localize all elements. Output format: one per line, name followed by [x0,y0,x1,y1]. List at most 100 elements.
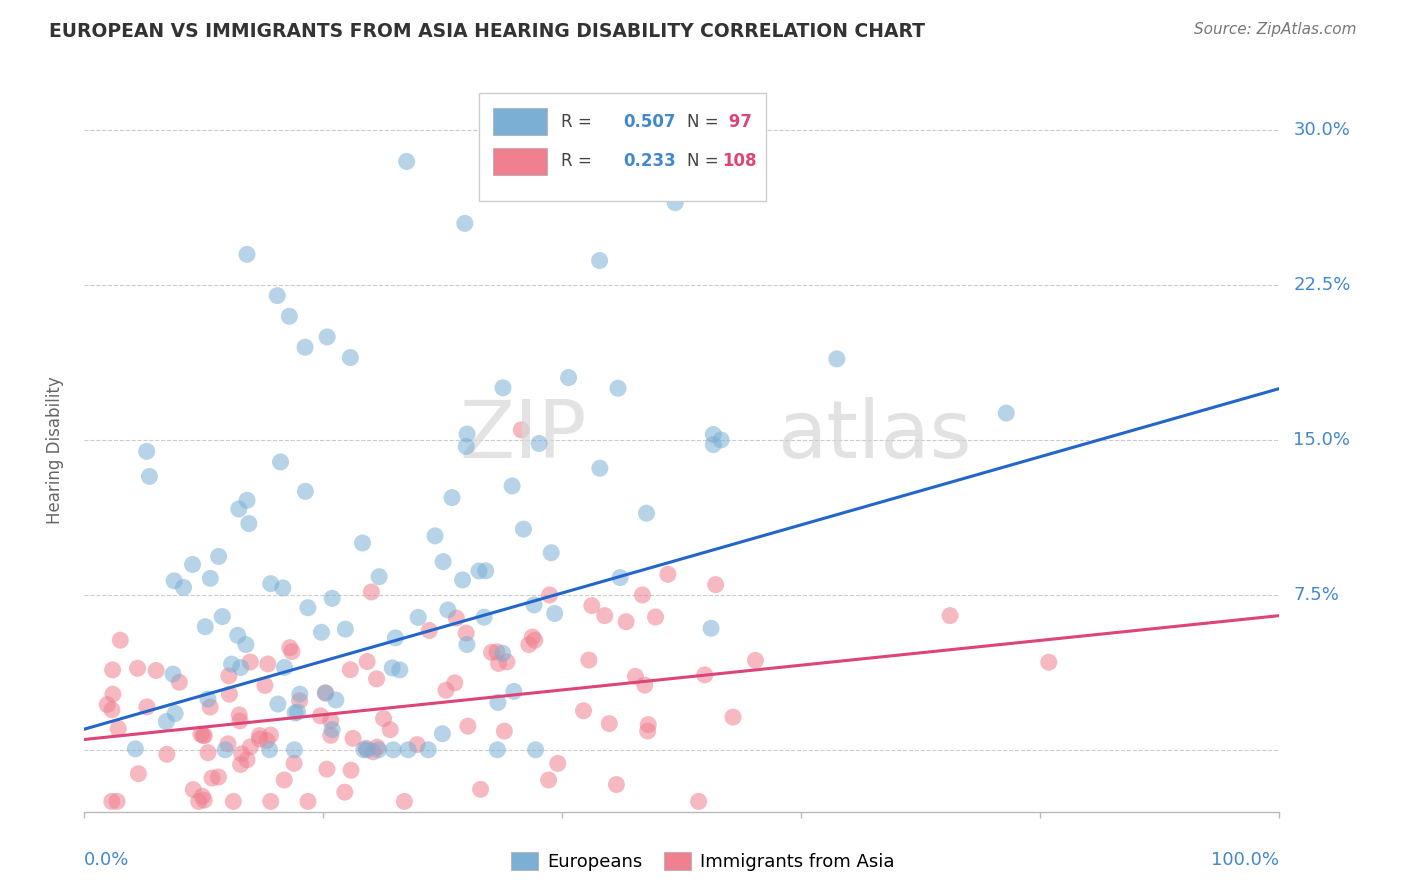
Point [557,370,579,384]
Point [321,723,343,737]
Point [710,433,733,447]
Point [214,743,236,757]
Point [211,609,233,624]
Point [527,436,550,450]
Text: 0.233: 0.233 [623,153,676,170]
Point [354,741,377,756]
Point [598,716,620,731]
Point [319,714,342,728]
Point [238,516,260,531]
Point [702,427,724,442]
Point [470,782,492,797]
Point [361,745,384,759]
Point [314,686,336,700]
Point [486,743,509,757]
Point [197,746,219,760]
Text: 7.5%: 7.5% [1294,586,1340,604]
Point [236,247,259,261]
Point [288,687,311,701]
Point [162,667,184,681]
Point [281,644,304,658]
Point [544,607,567,621]
Point [501,479,523,493]
Point [249,729,271,743]
Point [423,529,446,543]
Point [492,381,515,395]
Point [512,522,534,536]
Point [481,645,503,659]
Point [456,626,478,640]
Point [294,340,316,354]
Point [704,577,727,591]
Point [524,743,547,757]
Point [208,549,231,564]
Point [456,439,478,453]
Point [664,195,686,210]
Text: R =: R = [561,112,598,131]
Point [578,653,600,667]
Point [316,330,339,344]
Point [101,794,124,808]
Point [273,660,295,674]
Point [440,491,463,505]
Point [637,717,659,731]
Point [432,555,454,569]
Point [278,640,301,655]
Point [637,724,659,739]
Point [939,608,962,623]
Legend: Europeans, Immigrants from Asia: Europeans, Immigrants from Asia [503,845,903,879]
Point [319,728,342,742]
Point [368,570,391,584]
Point [107,722,129,736]
Point [163,574,186,588]
Point [523,633,546,648]
Point [278,310,301,324]
Point [995,406,1018,420]
Point [138,469,160,483]
Point [239,655,262,669]
Y-axis label: Hearing Disability: Hearing Disability [45,376,63,524]
Text: EUROPEAN VS IMMIGRANTS FROM ASIA HEARING DISABILITY CORRELATION CHART: EUROPEAN VS IMMIGRANTS FROM ASIA HEARING… [49,22,925,41]
Text: 97: 97 [723,112,752,131]
Point [181,558,204,572]
FancyBboxPatch shape [479,93,766,202]
Text: N =: N = [686,153,724,170]
Point [315,686,337,700]
Point [229,757,252,772]
Point [191,728,214,742]
Point [367,743,389,757]
Point [394,794,416,808]
Point [187,794,209,808]
Point [197,692,219,706]
Point [657,567,679,582]
Point [634,678,657,692]
Point [96,698,118,712]
Point [190,727,212,741]
Point [193,793,215,807]
Point [249,732,271,747]
Point [614,615,637,629]
Point [105,794,128,808]
Point [325,693,347,707]
Point [825,351,848,366]
Point [288,693,311,707]
Point [271,581,294,595]
Point [454,216,477,230]
Point [309,708,332,723]
Text: N =: N = [686,112,724,131]
Point [693,668,716,682]
Point [253,678,276,692]
Point [496,655,519,669]
Point [193,729,215,743]
Point [257,657,280,671]
Point [236,493,259,508]
Point [456,427,478,442]
Point [335,622,357,636]
Point [547,756,569,771]
Point [339,351,361,365]
Point [418,624,440,638]
Point [235,638,257,652]
Point [294,484,316,499]
Point [226,628,249,642]
Point [636,506,658,520]
